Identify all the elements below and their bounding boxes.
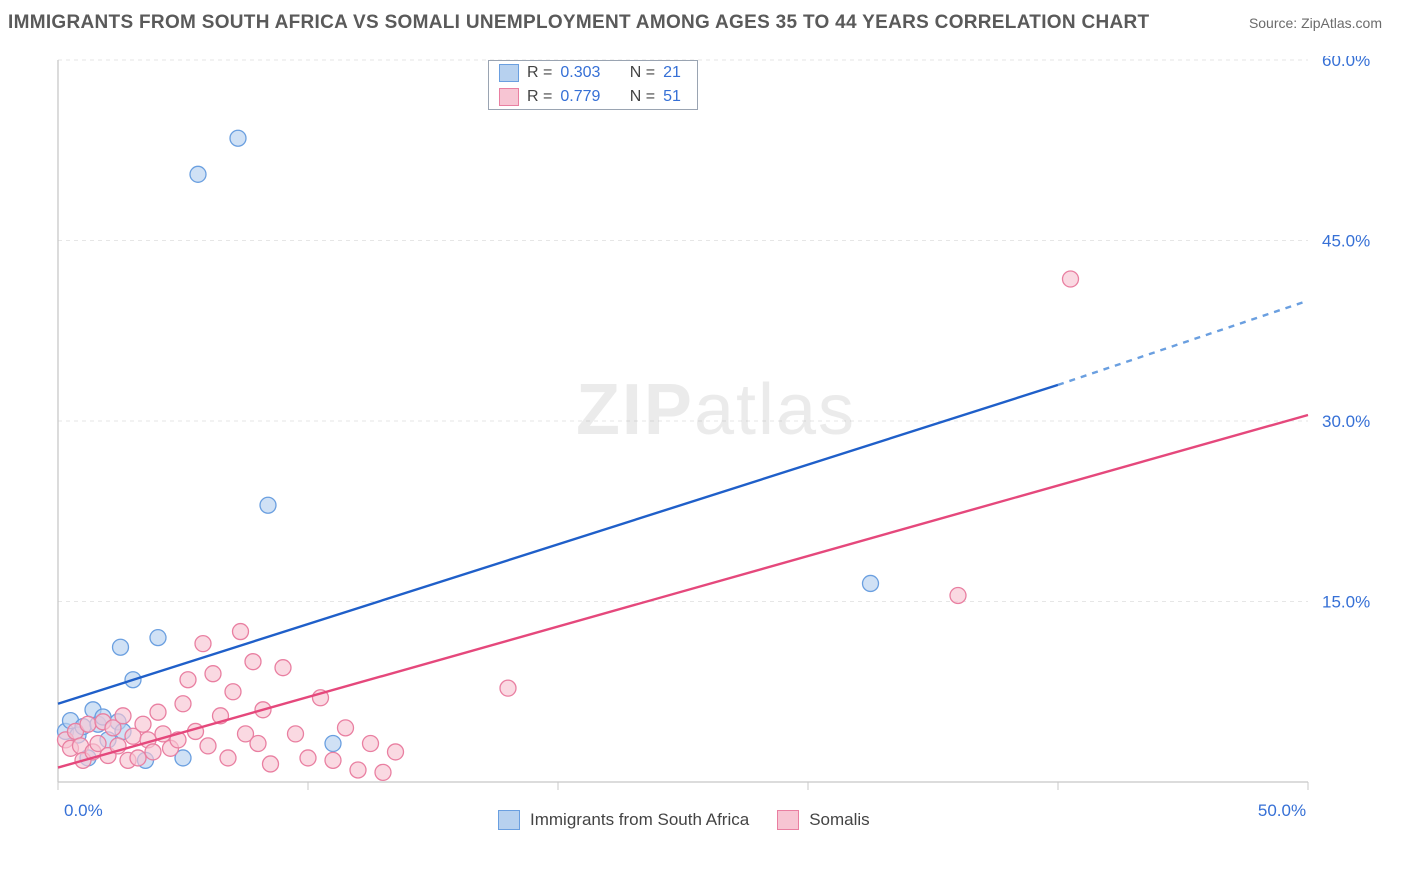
legend-swatch: [499, 88, 519, 106]
series-legend-item: Immigrants from South Africa: [498, 810, 749, 830]
source-attribution: Source: ZipAtlas.com: [1249, 15, 1382, 31]
svg-text:45.0%: 45.0%: [1322, 232, 1370, 251]
series-legend: Immigrants from South Africa Somalis: [498, 810, 870, 830]
series-legend-label: Immigrants from South Africa: [530, 810, 749, 830]
plot-area: 15.0%30.0%45.0%60.0%0.0%50.0% ZIPatlas R…: [48, 56, 1384, 826]
scatter-chart: 15.0% 30.0% 45.0% 60.0% 0.0% 50.0%: [48, 56, 1384, 826]
legend-swatch: [498, 810, 520, 830]
chart-title: IMMIGRANTS FROM SOUTH AFRICA VS SOMALI U…: [8, 12, 1149, 34]
legend-swatch: [777, 810, 799, 830]
stats-legend-row: R = 0.303 N = 21: [489, 61, 697, 85]
stats-legend-row: R = 0.779 N = 51: [489, 85, 697, 109]
svg-text:60.0%: 60.0%: [1322, 56, 1370, 70]
series-legend-item: Somalis: [777, 810, 869, 830]
header: IMMIGRANTS FROM SOUTH AFRICA VS SOMALI U…: [0, 0, 1406, 42]
series-legend-label: Somalis: [809, 810, 869, 830]
stats-legend: R = 0.303 N = 21 R = 0.779 N = 51: [488, 60, 698, 110]
svg-text:50.0%: 50.0%: [1258, 801, 1306, 820]
legend-swatch: [499, 64, 519, 82]
svg-text:0.0%: 0.0%: [64, 801, 103, 820]
svg-text:30.0%: 30.0%: [1322, 412, 1370, 431]
svg-text:15.0%: 15.0%: [1322, 593, 1370, 612]
